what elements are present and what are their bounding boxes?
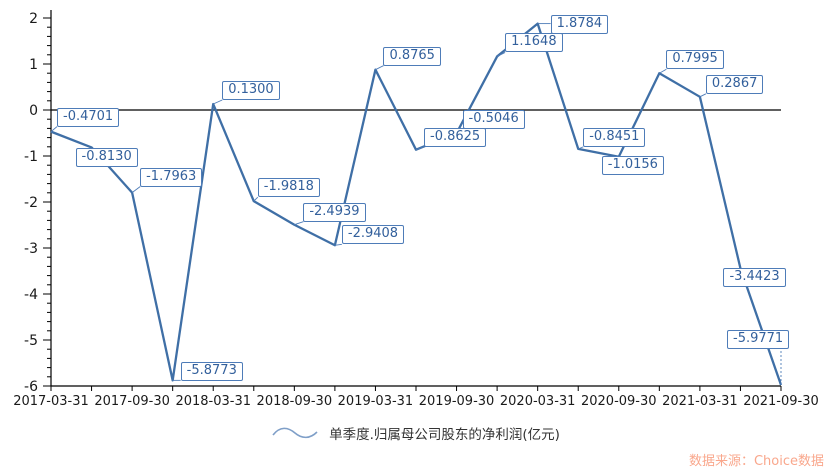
x-axis-tick-label: 2020-09-30 bbox=[581, 394, 657, 409]
label-leader-line bbox=[415, 146, 425, 151]
data-label: -0.8130 bbox=[75, 148, 138, 168]
y-axis-tick-label: -2 bbox=[24, 195, 38, 211]
y-axis-tick-label: -1 bbox=[24, 149, 38, 165]
label-leader-line bbox=[659, 68, 667, 74]
x-axis-tick-label: 2021-09-30 bbox=[743, 394, 819, 409]
data-label: 0.1300 bbox=[222, 81, 280, 100]
y-axis-tick-label: -3 bbox=[24, 241, 38, 257]
x-axis-tick-label: 2018-03-31 bbox=[175, 394, 251, 409]
label-leader-line bbox=[578, 146, 584, 150]
x-axis-tick-label: 2020-03-31 bbox=[500, 394, 576, 409]
label-leader-line bbox=[294, 221, 304, 226]
x-axis-tick-label: 2019-09-30 bbox=[419, 394, 495, 409]
data-label: -3.4423 bbox=[723, 268, 786, 288]
label-leader-line bbox=[334, 243, 342, 246]
y-axis-tick-label: -5 bbox=[24, 333, 38, 349]
x-axis-tick-label: 2017-09-30 bbox=[94, 394, 170, 409]
x-axis-tick-label: 2017-03-31 bbox=[13, 394, 89, 409]
y-axis-tick-label: 0 bbox=[29, 103, 38, 119]
label-leader-line bbox=[213, 99, 223, 105]
data-label: -0.8625 bbox=[424, 127, 487, 147]
data-label: -1.7963 bbox=[140, 167, 203, 187]
data-label: -1.0156 bbox=[601, 155, 664, 175]
wave-line-icon bbox=[272, 427, 318, 439]
data-label: -5.8773 bbox=[180, 362, 243, 382]
series-line[interactable] bbox=[50, 22, 783, 386]
data-label: -1.9818 bbox=[257, 178, 320, 198]
x-axis-tick-label: 2019-03-31 bbox=[338, 394, 414, 409]
data-source-label: 数据来源：Choice数据 bbox=[688, 454, 824, 469]
x-axis-tick-label: 2021-03-31 bbox=[662, 394, 738, 409]
data-label: 0.8765 bbox=[383, 46, 441, 66]
data-label: -2.4939 bbox=[303, 202, 366, 222]
y-axis-tick-label: 2 bbox=[29, 11, 38, 27]
label-leader-line bbox=[375, 65, 384, 71]
x-axis-tick-label: 2018-09-30 bbox=[257, 394, 333, 409]
label-leader-line bbox=[496, 52, 506, 57]
data-label: 0.2867 bbox=[705, 74, 764, 94]
legend[interactable]: 单季度.归属母公司股东的净利润(亿元) bbox=[0, 423, 831, 443]
label-leader-line bbox=[253, 196, 259, 202]
data-label: 1.8784 bbox=[550, 14, 609, 34]
data-label: -0.4701 bbox=[57, 107, 120, 127]
data-label: -5.9771 bbox=[727, 329, 790, 349]
y-axis-tick-label: 1 bbox=[29, 57, 38, 73]
label-leader-line bbox=[699, 93, 707, 98]
data-label: -0.8451 bbox=[583, 127, 646, 147]
data-label: -0.5046 bbox=[462, 110, 525, 130]
y-axis-tick-label: -6 bbox=[24, 379, 38, 395]
data-label: 1.1648 bbox=[505, 33, 563, 53]
label-leader-line bbox=[131, 186, 141, 193]
y-axis-tick-label: -4 bbox=[24, 287, 38, 303]
label-leader-line bbox=[50, 126, 58, 132]
data-label: -2.9408 bbox=[341, 225, 405, 245]
legend-label: 单季度.归属母公司股东的净利润(亿元) bbox=[329, 427, 560, 443]
data-label: 0.7995 bbox=[666, 50, 724, 70]
